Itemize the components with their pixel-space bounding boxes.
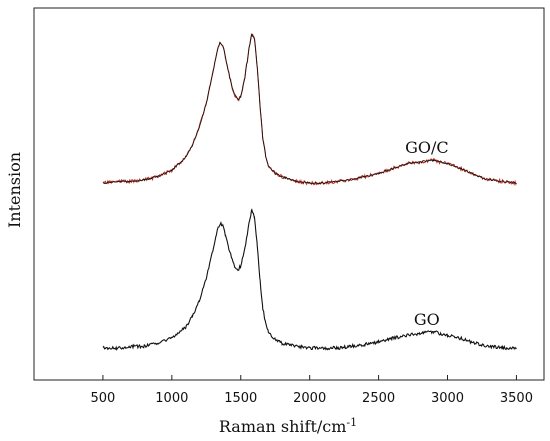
x-tick-label: 2000: [293, 391, 326, 406]
x-axis-ticks: 500 1000 1500 2000 2500 3000 3500: [91, 375, 533, 406]
x-tick-label: 2500: [362, 391, 395, 406]
plot-border: [33, 7, 545, 381]
series-label-go-c: GO/C: [405, 138, 449, 157]
x-tick-label: 3000: [431, 391, 464, 406]
plot-frame: [33, 7, 545, 381]
series-line-go-c-overlay: [102, 33, 517, 185]
x-tick-label: 500: [91, 391, 116, 406]
series-labels: GO/C GO: [405, 138, 449, 329]
y-axis-title: Intension: [5, 152, 24, 228]
series-layer: [102, 33, 517, 351]
x-axis-title-main: Raman shift/cm: [219, 417, 347, 436]
series-line-go: [102, 208, 517, 351]
x-tick-label: 3500: [500, 391, 533, 406]
x-tick-label: 1500: [224, 391, 257, 406]
series-label-go: GO: [414, 310, 440, 329]
x-axis-title: Raman shift/cm-1: [219, 416, 357, 436]
x-axis-title-superscript: -1: [346, 416, 357, 429]
x-tick-label: 1000: [155, 391, 188, 406]
series-line-go-c: [102, 33, 517, 187]
